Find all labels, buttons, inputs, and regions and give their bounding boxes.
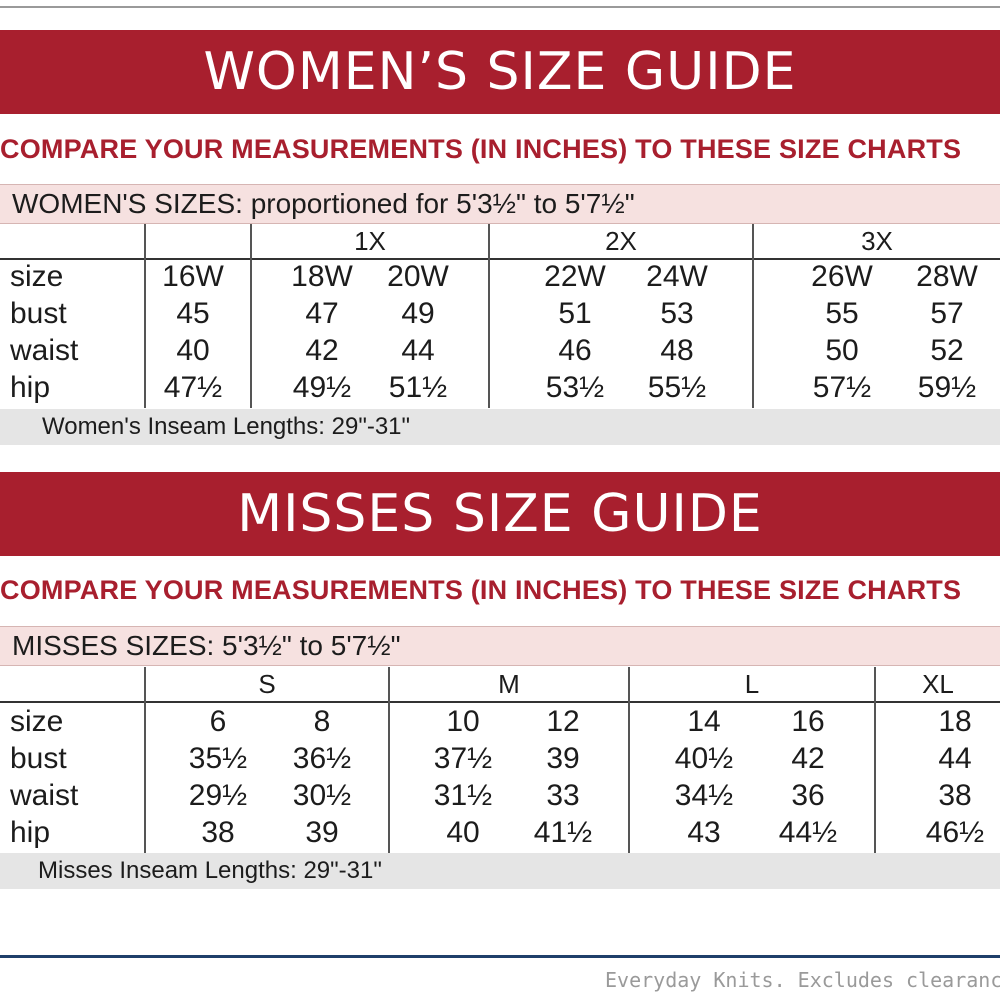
table-cell: 44 xyxy=(401,334,435,367)
women-group-2x: 2X xyxy=(605,226,637,256)
table-cell: 38 xyxy=(201,816,235,849)
misses-inseam-label: Misses Inseam Lengths: 29"-31" xyxy=(38,857,382,884)
misses-divider xyxy=(628,667,630,853)
table-cell: 43 xyxy=(687,816,721,849)
table-cell: 59½ xyxy=(917,371,977,404)
row-label-hip: hip xyxy=(10,816,51,849)
table-cell: 40 xyxy=(176,334,210,367)
table-cell: 29½ xyxy=(188,779,248,812)
row-label-waist: waist xyxy=(10,334,79,367)
misses-inseam-row: Misses Inseam Lengths: 29"-31" xyxy=(0,853,1000,889)
women-compare-note: COMPARE YOUR MEASUREMENTS (IN INCHES) TO… xyxy=(0,134,962,164)
women-sizes-band: WOMEN'S SIZES: proportioned for 5'3½" to… xyxy=(0,184,1000,224)
table-cell: 42 xyxy=(305,334,339,367)
misses-title-banner: MISSES SIZE GUIDE xyxy=(0,472,1000,556)
table-cell: 12 xyxy=(546,705,580,738)
misses-divider xyxy=(388,667,390,853)
women-group-3x: 3X xyxy=(861,226,893,256)
table-cell: 55½ xyxy=(647,371,707,404)
women-title: WOMEN’S SIZE GUIDE xyxy=(203,42,797,102)
table-cell: 16 xyxy=(791,705,825,738)
women-divider xyxy=(752,224,754,408)
table-cell: 38 xyxy=(938,779,972,812)
table-cell: 51½ xyxy=(388,371,448,404)
women-inseam-row: Women's Inseam Lengths: 29"-31" xyxy=(0,409,1000,445)
table-cell: 51 xyxy=(558,297,592,330)
table-cell: 48 xyxy=(660,334,694,367)
table-cell: 49½ xyxy=(292,371,352,404)
page-bottom-edge xyxy=(0,955,1000,1003)
table-cell: 39 xyxy=(546,742,580,775)
misses-group-m: M xyxy=(498,669,520,699)
table-cell: 49 xyxy=(401,297,435,330)
misses-group-header: S M L XL xyxy=(0,667,1000,703)
table-cell: 46½ xyxy=(925,816,985,849)
table-cell: 6 xyxy=(209,705,227,738)
table-cell: 57½ xyxy=(812,371,872,404)
misses-band-label: MISSES SIZES: 5'3½" to 5'7½" xyxy=(12,630,401,661)
misses-divider xyxy=(144,667,146,853)
table-cell: 52 xyxy=(930,334,964,367)
misses-title: MISSES SIZE GUIDE xyxy=(237,484,763,544)
table-cell: 35½ xyxy=(188,742,248,775)
table-cell: 40½ xyxy=(674,742,734,775)
row-label-waist: waist xyxy=(10,779,79,812)
row-label-bust: bust xyxy=(10,297,67,330)
top-edge xyxy=(0,0,1000,8)
table-cell: 40 xyxy=(446,816,480,849)
table-cell: 36½ xyxy=(292,742,352,775)
women-title-banner: WOMEN’S SIZE GUIDE xyxy=(0,30,1000,114)
table-cell: 36 xyxy=(791,779,825,812)
table-cell: 22W xyxy=(544,260,606,293)
table-cell: 10 xyxy=(446,705,480,738)
women-divider xyxy=(144,224,146,408)
row-label-bust: bust xyxy=(10,742,67,775)
table-cell: 46 xyxy=(558,334,592,367)
table-cell: 33 xyxy=(546,779,580,812)
table-cell: 28W xyxy=(916,260,978,293)
table-cell: 24W xyxy=(646,260,708,293)
table-cell: 41½ xyxy=(533,816,593,849)
table-cell: 39 xyxy=(305,816,339,849)
table-cell: 18W xyxy=(291,260,353,293)
misses-compare-note: COMPARE YOUR MEASUREMENTS (IN INCHES) TO… xyxy=(0,575,962,605)
table-cell: 53½ xyxy=(545,371,605,404)
misses-group-s: S xyxy=(258,669,276,699)
table-cell: 8 xyxy=(313,705,331,738)
women-divider xyxy=(488,224,490,408)
table-cell: 42 xyxy=(791,742,825,775)
women-group-1x: 1X xyxy=(354,226,386,256)
table-cell: 47½ xyxy=(163,371,223,404)
table-cell: 30½ xyxy=(292,779,352,812)
row-label-size: size xyxy=(10,260,64,293)
women-inseam-label: Women's Inseam Lengths: 29"-31" xyxy=(42,413,411,440)
misses-group-xl: XL xyxy=(922,669,954,699)
women-group-header: 1X 2X 3X xyxy=(0,224,1000,260)
misses-divider xyxy=(874,667,876,853)
table-cell: 57 xyxy=(930,297,964,330)
table-cell: 18 xyxy=(938,705,972,738)
table-cell: 16W xyxy=(162,260,224,293)
table-cell: 20W xyxy=(387,260,449,293)
table-cell: 44½ xyxy=(778,816,838,849)
table-cell: 53 xyxy=(660,297,694,330)
row-label-size: size xyxy=(10,705,64,738)
row-label-hip: hip xyxy=(10,371,51,404)
table-cell: 14 xyxy=(687,705,721,738)
table-cell: 45 xyxy=(176,297,210,330)
table-cell: 31½ xyxy=(433,779,493,812)
misses-sizes-band: MISSES SIZES: 5'3½" to 5'7½" xyxy=(0,626,1000,666)
table-cell: 26W xyxy=(811,260,873,293)
women-band-label: WOMEN'S SIZES: proportioned for 5'3½" to… xyxy=(12,188,635,219)
footer-note: Everyday Knits. Excludes clearance xyxy=(605,968,1000,992)
table-cell: 50 xyxy=(825,334,859,367)
table-cell: 34½ xyxy=(674,779,734,812)
table-cell: 55 xyxy=(825,297,859,330)
table-cell: 47 xyxy=(305,297,339,330)
women-divider xyxy=(250,224,252,408)
table-cell: 44 xyxy=(938,742,972,775)
misses-group-l: L xyxy=(744,669,760,699)
table-cell: 37½ xyxy=(433,742,493,775)
